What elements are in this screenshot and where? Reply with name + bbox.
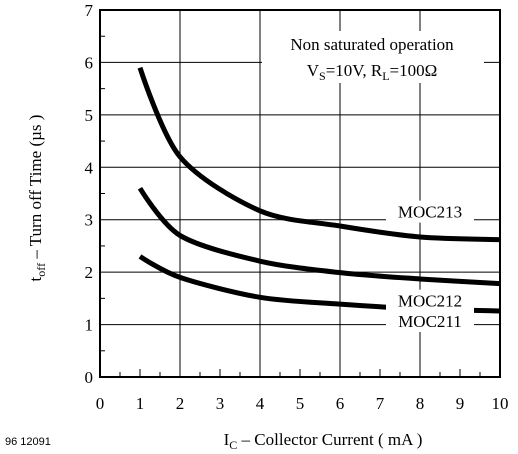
y-tick-label: 5 xyxy=(85,106,94,125)
x-tick-label: 5 xyxy=(296,394,305,413)
x-tick-label: 8 xyxy=(416,394,425,413)
x-axis-label-rest: – Collector Current ( mA ) xyxy=(237,430,422,449)
x-tick-label: 0 xyxy=(96,394,105,413)
y-tick-label: 0 xyxy=(85,368,94,387)
y-tick-label: 4 xyxy=(85,158,94,177)
series-label-moc212: MOC212 xyxy=(398,292,462,311)
y-tick-label: 7 xyxy=(85,1,94,20)
y-axis-label-main: t xyxy=(26,276,45,281)
annotation-rl-sub: L xyxy=(382,69,389,83)
annotation-background xyxy=(262,31,484,83)
y-tick-label: 1 xyxy=(85,316,94,335)
series-label-moc211: MOC211 xyxy=(398,312,462,331)
y-axis-label-sub: off xyxy=(34,263,48,277)
x-tick-label: 2 xyxy=(176,394,185,413)
x-tick-label: 7 xyxy=(376,394,385,413)
annotation-line2: VS=10V, RL=100Ω xyxy=(307,61,438,83)
x-tick-label: 1 xyxy=(136,394,145,413)
x-axis-label-main: I xyxy=(224,430,230,449)
series-label-bg xyxy=(386,200,474,223)
y-tick-label: 6 xyxy=(85,53,94,72)
y-axis-label: toff – Turn off Time (µs ) xyxy=(26,115,48,282)
y-tick-label: 3 xyxy=(85,211,94,230)
y-tick-labels: 0 1 2 3 4 5 6 7 xyxy=(85,1,94,387)
x-tick-label: 9 xyxy=(456,394,465,413)
series-line-moc213 xyxy=(137,66,501,243)
annotation-vs-sub: S xyxy=(319,69,326,83)
y-tick-label: 2 xyxy=(85,263,94,282)
x-tick-label: 6 xyxy=(336,394,345,413)
annotation-vs: V xyxy=(307,61,320,80)
x-tick-labels: 0 1 2 3 4 5 6 7 8 9 10 xyxy=(96,394,509,413)
ticks xyxy=(100,35,481,377)
x-tick-label: 4 xyxy=(256,394,265,413)
plot-frame xyxy=(99,9,501,378)
x-axis-label-sub: C xyxy=(229,438,237,452)
series-label-bg xyxy=(386,309,474,332)
annotation-rl-value: =100Ω xyxy=(390,61,438,80)
annotation-line1: Non saturated operation xyxy=(290,35,454,54)
series-label-bg xyxy=(386,289,474,312)
series-label-moc213: MOC213 xyxy=(398,203,462,222)
y-axis-label-rest: – Turn off Time (µs ) xyxy=(26,115,45,263)
x-axis-label: IC – Collector Current ( mA ) xyxy=(224,430,423,452)
x-tick-label: 10 xyxy=(492,394,509,413)
annotation-vs-value: =10V, R xyxy=(326,61,383,80)
x-tick-label: 3 xyxy=(216,394,225,413)
series-line-moc212 xyxy=(137,186,501,287)
figure-id: 96 12091 xyxy=(5,436,51,448)
